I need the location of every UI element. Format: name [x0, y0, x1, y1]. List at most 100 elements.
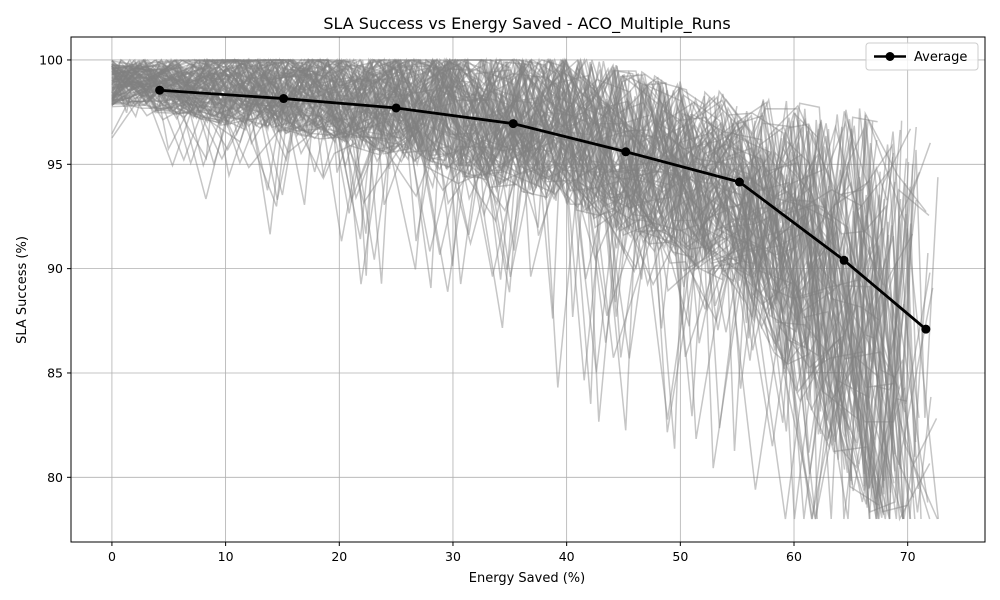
average-point	[734, 177, 744, 187]
run-line	[111, 57, 794, 329]
run-line	[111, 58, 849, 474]
run-line	[111, 57, 853, 413]
run-line	[111, 57, 896, 455]
run-line	[111, 58, 750, 283]
run-line	[111, 57, 922, 520]
legend: Average	[865, 42, 979, 71]
run-line	[111, 58, 878, 426]
run-line	[111, 57, 849, 457]
run-line	[111, 57, 891, 520]
x-tick-label: 10	[218, 549, 234, 564]
run-line	[111, 58, 902, 469]
run-line	[111, 59, 892, 430]
run-line	[111, 58, 880, 443]
run-line	[111, 57, 876, 440]
run-line	[111, 57, 814, 312]
run-line	[111, 57, 839, 288]
run-line	[111, 58, 907, 520]
y-axis-label: SLA Success (%)	[15, 236, 30, 344]
run-line	[111, 57, 887, 441]
run-line	[111, 59, 932, 490]
run-line	[111, 57, 895, 520]
run-line	[111, 57, 901, 505]
run-line	[111, 59, 911, 505]
run-line	[111, 58, 835, 404]
x-tick-label: 70	[900, 549, 916, 564]
average-point	[839, 255, 849, 265]
run-line	[111, 58, 892, 493]
run-line	[111, 59, 916, 520]
y-tick-label: 90	[47, 261, 63, 276]
run-line	[111, 58, 822, 412]
y-tick-label: 85	[47, 365, 63, 380]
run-line	[111, 59, 860, 465]
x-tick-label: 20	[331, 549, 347, 564]
run-line	[111, 59, 821, 327]
run-line	[111, 58, 836, 437]
run-line	[111, 58, 874, 444]
run-line	[111, 58, 920, 490]
run-line	[111, 64, 845, 394]
y-axis-ticks: 80 85 90 95 100	[39, 52, 71, 485]
run-line	[111, 59, 883, 397]
x-tick-label: 50	[672, 549, 688, 564]
run-line	[111, 59, 904, 520]
run-line	[111, 59, 915, 498]
run-line	[111, 58, 785, 359]
run-line	[111, 57, 771, 343]
average-point	[621, 147, 631, 157]
run-line	[111, 58, 908, 514]
run-line	[111, 57, 903, 520]
average-series	[155, 85, 931, 334]
run-line	[111, 59, 880, 506]
run-line	[111, 59, 904, 520]
run-line	[111, 57, 914, 520]
run-line	[111, 59, 939, 520]
y-tick-label: 100	[39, 52, 63, 67]
run-line	[111, 63, 940, 520]
run-line	[111, 57, 915, 463]
run-line	[111, 59, 888, 358]
average-point	[391, 103, 401, 113]
run-line	[111, 58, 821, 293]
average-point	[155, 85, 165, 95]
run-line	[111, 58, 879, 520]
y-tick-label: 80	[47, 470, 63, 485]
run-line	[111, 58, 930, 470]
run-line	[111, 57, 846, 470]
run-line	[111, 58, 811, 317]
x-tick-label: 40	[559, 549, 575, 564]
run-line	[111, 57, 886, 417]
plot-frame	[70, 36, 986, 543]
run-line	[111, 59, 934, 465]
run-line	[111, 58, 890, 509]
run-line	[111, 58, 874, 489]
run-line	[111, 57, 901, 491]
run-line	[111, 59, 939, 520]
run-line	[111, 58, 908, 520]
run-line	[111, 59, 931, 522]
run-line	[111, 58, 823, 368]
run-line	[111, 57, 908, 513]
run-line	[111, 58, 869, 391]
y-tick-label: 95	[47, 157, 63, 172]
chart-title: SLA Success vs Energy Saved - ACO_Multip…	[323, 14, 730, 34]
run-line	[111, 58, 854, 485]
run-line	[111, 57, 929, 503]
run-line	[111, 59, 905, 520]
run-line	[111, 62, 929, 520]
run-line	[111, 57, 917, 515]
run-line	[111, 58, 885, 421]
legend-box	[865, 42, 979, 71]
run-line	[111, 57, 927, 482]
run-line	[111, 57, 895, 520]
run-line	[111, 58, 931, 520]
run-line	[111, 61, 900, 390]
run-line	[111, 58, 917, 481]
grid	[71, 37, 985, 542]
run-line	[111, 63, 805, 328]
run-line	[111, 59, 878, 453]
run-line	[111, 57, 809, 355]
run-line	[111, 65, 871, 520]
